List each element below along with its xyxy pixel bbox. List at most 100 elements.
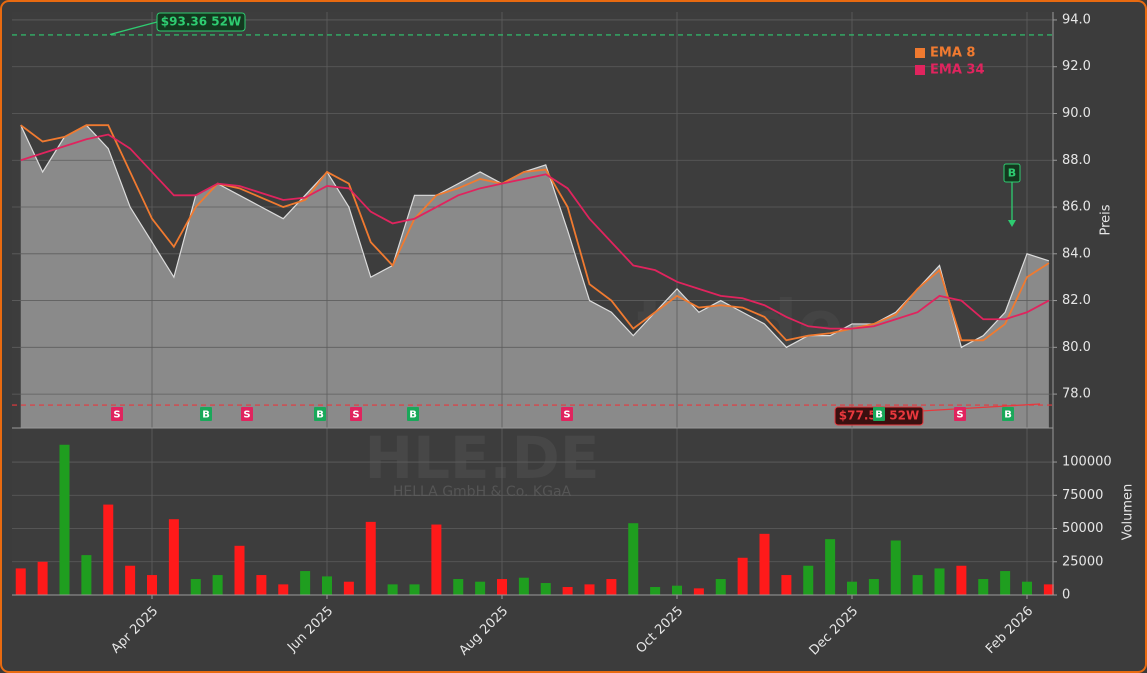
volume-bar xyxy=(1000,571,1011,595)
annotation-label: $93.36 52W xyxy=(161,15,241,29)
volume-bar xyxy=(37,561,48,595)
volume-bar xyxy=(125,565,136,595)
price-area xyxy=(20,125,1049,428)
y-tick-label: 50000 xyxy=(1062,521,1103,536)
signal-label: S xyxy=(956,410,963,421)
volume-bar xyxy=(868,579,879,595)
volume-bar xyxy=(278,584,289,595)
volume-bar xyxy=(365,521,376,595)
annotation-arrow xyxy=(109,21,158,36)
volume-bar xyxy=(103,504,114,595)
signal-label: S xyxy=(113,410,120,421)
volume-bar xyxy=(475,581,486,595)
volume-bar xyxy=(540,583,551,595)
ema-line xyxy=(20,124,1050,342)
signal-marker xyxy=(111,407,123,421)
legend-label: EMA 8 xyxy=(930,46,975,61)
signal-label: B xyxy=(1004,410,1012,421)
y-tick-label: 75000 xyxy=(1062,488,1103,503)
volume-bar xyxy=(300,571,311,595)
y-axis-label: Preis xyxy=(1099,204,1114,235)
signal-label: B xyxy=(409,410,417,421)
volume-bar xyxy=(803,565,814,595)
signal-marker xyxy=(1002,407,1014,421)
signal-label: S xyxy=(243,410,250,421)
volume-bar xyxy=(715,579,726,595)
volume-bar xyxy=(650,587,661,595)
y-tick-label: 82.0 xyxy=(1062,293,1091,308)
annotation-box xyxy=(156,12,246,32)
volume-bar xyxy=(1022,581,1032,595)
volume-bar xyxy=(81,555,92,595)
y-tick-label: 84.0 xyxy=(1062,246,1091,261)
ema-line xyxy=(20,133,1050,330)
signal-label: S xyxy=(563,410,570,421)
signal-marker xyxy=(407,407,419,421)
y-tick-label: 90.0 xyxy=(1062,106,1091,121)
volume-bar xyxy=(147,575,157,595)
volume-bar xyxy=(1043,584,1054,595)
y-tick-label: 92.0 xyxy=(1062,59,1091,74)
y-tick-label: 88.0 xyxy=(1062,153,1091,168)
volume-bar xyxy=(825,539,836,595)
y-tick-label: 25000 xyxy=(1062,554,1103,569)
volume-bar xyxy=(606,579,617,595)
volume-bar xyxy=(190,579,201,595)
volume-bar xyxy=(890,540,901,595)
volume-bar xyxy=(847,581,857,595)
latest-signal-label: B xyxy=(1008,167,1016,180)
volume-bar xyxy=(168,519,179,595)
signal-marker xyxy=(241,407,253,421)
volume-bar xyxy=(672,585,682,595)
volume-bar xyxy=(759,533,770,595)
volume-bar xyxy=(343,581,354,595)
volume-bar xyxy=(518,577,529,595)
volume-bar xyxy=(431,524,442,595)
volume-bar xyxy=(497,579,507,595)
company-watermark: HELLA GmbH & Co. KGaA xyxy=(393,484,572,500)
volume-bar xyxy=(737,557,748,595)
volume-bar xyxy=(212,575,223,595)
symbol-watermark: HLE.DE xyxy=(365,424,600,492)
volume-bar xyxy=(15,568,26,595)
volume-bar xyxy=(562,587,573,595)
volume-panel xyxy=(12,428,1053,595)
signal-label: B xyxy=(875,410,883,421)
signal-marker xyxy=(350,407,362,421)
legend-swatch xyxy=(915,48,925,58)
legend-swatch xyxy=(915,65,925,75)
volume-bar xyxy=(628,523,639,595)
signal-marker xyxy=(314,407,326,421)
volume-bar xyxy=(584,584,595,595)
y-tick-label: 78.0 xyxy=(1062,387,1091,402)
volume-bar xyxy=(59,444,70,595)
volume-bar xyxy=(322,576,332,595)
volume-bar xyxy=(912,575,923,595)
volume-bar xyxy=(453,579,464,595)
volume-bar xyxy=(409,584,420,595)
volume-bar xyxy=(256,575,267,595)
y-tick-label: 80.0 xyxy=(1062,340,1091,355)
legend-label: EMA 34 xyxy=(930,63,985,78)
signal-label: B xyxy=(316,410,324,421)
volume-bar xyxy=(978,579,989,595)
signal-marker xyxy=(200,407,212,421)
y-tick-label: 86.0 xyxy=(1062,200,1091,215)
signal-label: B xyxy=(202,410,210,421)
volume-bar xyxy=(387,584,398,595)
signal-marker xyxy=(561,407,573,421)
y-axis-label: Volumen xyxy=(1121,484,1136,541)
y-tick-label: 0 xyxy=(1062,588,1070,603)
volume-bar xyxy=(934,568,945,595)
y-tick-label: 94.0 xyxy=(1062,12,1091,27)
signal-label: S xyxy=(352,410,359,421)
volume-bar xyxy=(781,575,792,595)
latest-signal-box xyxy=(1003,163,1021,183)
latest-signal-head xyxy=(1008,220,1016,227)
signal-marker xyxy=(873,407,885,421)
y-tick-label: 100000 xyxy=(1062,455,1112,470)
volume-bar xyxy=(234,545,245,595)
signal-marker xyxy=(954,407,966,421)
volume-bar xyxy=(956,565,967,595)
